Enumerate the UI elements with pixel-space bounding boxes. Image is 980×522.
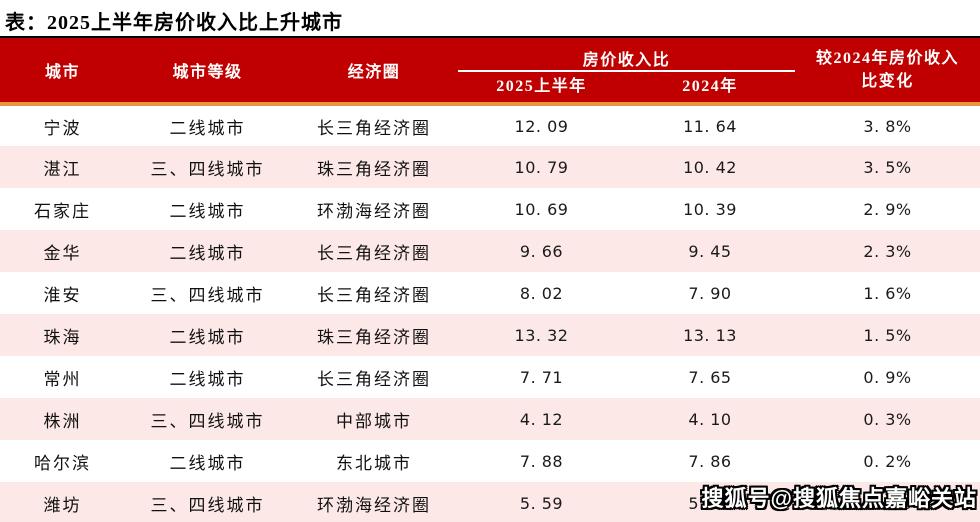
- ratio-2024-cell: 7. 86: [625, 440, 796, 482]
- tier-cell: 二线城市: [125, 314, 290, 356]
- ratio-2025-cell: 12. 09: [458, 104, 625, 146]
- ratio-2025-cell: 10. 79: [458, 146, 625, 188]
- city-cell: 潍坊: [0, 482, 125, 522]
- column-header-2024-label: 2024年: [682, 78, 738, 95]
- change-cell: 3. 8%: [795, 104, 980, 146]
- city-cell: 哈尔滨: [0, 440, 125, 482]
- city-cell: 珠海: [0, 314, 125, 356]
- tier-cell: 二线城市: [125, 230, 290, 272]
- table-row: 潍坊 三、四线城市 环渤海经济圈 5. 59 5. 58 0. 2%: [0, 482, 980, 522]
- ratio-2024-cell: 7. 90: [625, 272, 796, 314]
- table-row: 金华 二线城市 长三角经济圈 9. 66 9. 45 2. 3%: [0, 230, 980, 272]
- region-cell: 长三角经济圈: [290, 104, 458, 146]
- region-cell: 珠三角经济圈: [290, 314, 458, 356]
- table-row: 宁波 二线城市 长三角经济圈 12. 09 11. 64 3. 8%: [0, 104, 980, 146]
- city-cell: 常州: [0, 356, 125, 398]
- ratio-2024-cell: 7. 65: [625, 356, 796, 398]
- table-header: 城市 城市等级 经济圈 房价收入比 较2024年房价收入 比变化 2025上半年…: [0, 37, 980, 104]
- change-cell: 0. 3%: [795, 398, 980, 440]
- ratio-2024-cell: 9. 45: [625, 230, 796, 272]
- ratio-2024-cell: 13. 13: [625, 314, 796, 356]
- region-cell: 长三角经济圈: [290, 272, 458, 314]
- tier-cell: 三、四线城市: [125, 272, 290, 314]
- tier-cell: 二线城市: [125, 356, 290, 398]
- ratio-2025-cell: 7. 71: [458, 356, 625, 398]
- change-cell: 2. 9%: [795, 188, 980, 230]
- change-cell: 1. 5%: [795, 314, 980, 356]
- ratio-2024-cell: 11. 64: [625, 104, 796, 146]
- header-group-row: 城市 城市等级 经济圈 房价收入比 较2024年房价收入 比变化: [0, 37, 980, 104]
- column-header-city: 城市: [0, 37, 125, 104]
- table-row: 常州 二线城市 长三角经济圈 7. 71 7. 65 0. 9%: [0, 356, 980, 398]
- column-header-region: 经济圈: [290, 37, 458, 104]
- change-cell: 0. 2%: [795, 440, 980, 482]
- change-cell: 1. 6%: [795, 272, 980, 314]
- city-cell: 株洲: [0, 398, 125, 440]
- ratio-2024-cell: 10. 42: [625, 146, 796, 188]
- table-row: 石家庄 二线城市 环渤海经济圈 10. 69 10. 39 2. 9%: [0, 188, 980, 230]
- city-cell: 金华: [0, 230, 125, 272]
- ratio-2025-cell: 13. 32: [458, 314, 625, 356]
- change-cell: 0. 2%: [795, 482, 980, 522]
- header-sub-row: 2025上半年 2024年: [0, 71, 980, 104]
- tier-cell: 二线城市: [125, 188, 290, 230]
- region-cell: 珠三角经济圈: [290, 146, 458, 188]
- column-header-tier: 城市等级: [125, 37, 290, 104]
- city-cell: 淮安: [0, 272, 125, 314]
- tier-cell: 二线城市: [125, 104, 290, 146]
- region-cell: 长三角经济圈: [290, 230, 458, 272]
- column-header-2025h1: 2025上半年: [458, 71, 625, 104]
- region-cell: 东北城市: [290, 440, 458, 482]
- ratio-2025-cell: 7. 88: [458, 440, 625, 482]
- ratio-2024-cell: 5. 58: [625, 482, 796, 522]
- city-cell: 湛江: [0, 146, 125, 188]
- table-row: 淮安 三、四线城市 长三角经济圈 8. 02 7. 90 1. 6%: [0, 272, 980, 314]
- table-body: 宁波 二线城市 长三角经济圈 12. 09 11. 64 3. 8% 湛江 三、四线城市 珠三角…: [0, 104, 980, 522]
- ratio-2024-cell: 4. 10: [625, 398, 796, 440]
- ratio-2025-cell: 5. 59: [458, 482, 625, 522]
- tier-cell: 二线城市: [125, 440, 290, 482]
- city-cell: 宁波: [0, 104, 125, 146]
- table-row: 哈尔滨 二线城市 东北城市 7. 88 7. 86 0. 2%: [0, 440, 980, 482]
- ratio-2025-cell: 9. 66: [458, 230, 625, 272]
- region-cell: 长三角经济圈: [290, 356, 458, 398]
- ratio-2025-cell: 10. 69: [458, 188, 625, 230]
- change-cell: 3. 5%: [795, 146, 980, 188]
- house-price-income-table: 城市 城市等级 经济圈 房价收入比 较2024年房价收入 比变化 2025上半年…: [0, 36, 980, 522]
- table-row: 湛江 三、四线城市 珠三角经济圈 10. 79 10. 42 3. 5%: [0, 146, 980, 188]
- tier-cell: 三、四线城市: [125, 482, 290, 522]
- region-cell: 环渤海经济圈: [290, 482, 458, 522]
- column-header-change-line1: 较2024年房价收入: [816, 49, 960, 67]
- region-cell: 环渤海经济圈: [290, 188, 458, 230]
- sohu-watermark: 搜狐号@搜狐焦点嘉峪关站: [701, 486, 977, 511]
- column-group-ratio: 房价收入比: [458, 37, 796, 72]
- ratio-2024-cell: 10. 39: [625, 188, 796, 230]
- ratio-2025-cell: 4. 12: [458, 398, 625, 440]
- change-cell: 2. 3%: [795, 230, 980, 272]
- ratio-2025-cell: 8. 02: [458, 272, 625, 314]
- tier-cell: 三、四线城市: [125, 146, 290, 188]
- table-row: 株洲 三、四线城市 中部城市 4. 12 4. 10 0. 3%: [0, 398, 980, 440]
- tier-cell: 三、四线城市: [125, 398, 290, 440]
- column-header-change-line2: 比变化: [861, 73, 914, 90]
- region-cell: 中部城市: [290, 398, 458, 440]
- column-header-change: 较2024年房价收入 比变化: [795, 37, 980, 104]
- column-header-2025h1-label: 2025上半年: [496, 78, 587, 95]
- column-header-2024: 2024年: [625, 71, 796, 104]
- page-title: 表：2025上半年房价收入比上升城市: [5, 12, 343, 34]
- table-row: 珠海 二线城市 珠三角经济圈 13. 32 13. 13 1. 5%: [0, 314, 980, 356]
- city-cell: 石家庄: [0, 188, 125, 230]
- change-cell: 0. 9%: [795, 356, 980, 398]
